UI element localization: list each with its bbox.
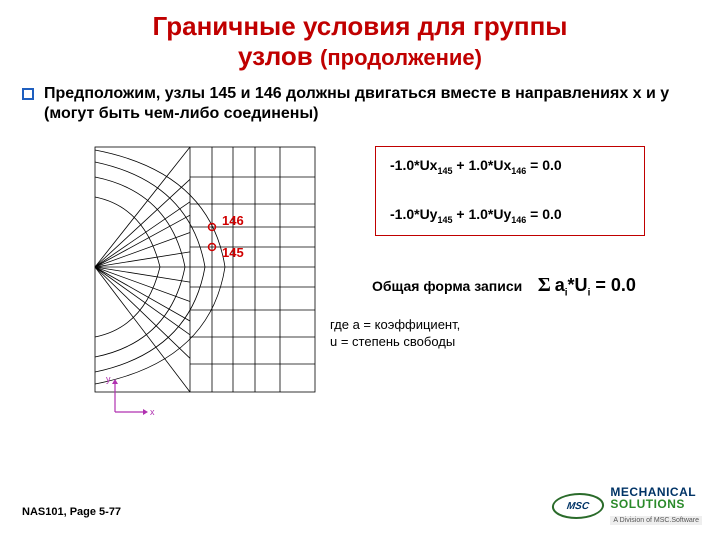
- definitions: где a = коэффициент, u = степень свободы: [330, 316, 460, 351]
- page-title: Граничные условия для группы узлов (прод…: [0, 0, 720, 72]
- bullet-text: Предположим, узлы 145 и 146 должны двига…: [44, 84, 690, 124]
- svg-text:x: x: [150, 407, 155, 417]
- page-footer: NAS101, Page 5-77: [22, 506, 121, 518]
- square-bullet-icon: [22, 88, 34, 100]
- def-line1: где a = коэффициент,: [330, 316, 460, 334]
- logo-line2: SOLUTIONS: [610, 498, 702, 510]
- general-label: Общая форма записи: [372, 278, 522, 294]
- sigma-symbol: Σ: [538, 274, 551, 296]
- equation-2: -1.0*Uy145 + 1.0*Uy146 = 0.0: [390, 206, 630, 225]
- title-line1: Граничные условия для группы: [152, 11, 567, 41]
- title-line2-main: узлов: [238, 41, 313, 71]
- general-form: Общая форма записи Σ ai*Ui = 0.0: [372, 274, 636, 299]
- logo-oval-icon: MSC: [551, 493, 607, 519]
- bullet-row: Предположим, узлы 145 и 146 должны двига…: [0, 72, 720, 124]
- def-line2: u = степень свободы: [330, 333, 460, 351]
- equation-box: -1.0*Ux145 + 1.0*Ux146 = 0.0 -1.0*Uy145 …: [375, 146, 645, 236]
- equation-1: -1.0*Ux145 + 1.0*Ux146 = 0.0: [390, 157, 630, 176]
- logo-line3: A Division of MSC.Software: [610, 516, 702, 525]
- node-label-146: 146: [222, 213, 244, 228]
- logo-text-block: MECHANICAL SOLUTIONS A Division of MSC.S…: [610, 486, 702, 526]
- svg-text:y: y: [106, 374, 111, 384]
- node-label-145: 145: [222, 245, 244, 260]
- company-logo: MSC MECHANICAL SOLUTIONS A Division of M…: [552, 486, 702, 526]
- mesh-diagram: xy: [90, 142, 320, 422]
- title-line2-paren: (продолжение): [320, 45, 482, 70]
- content-area: xy -1.0*Ux145 + 1.0*Ux146 = 0.0 -1.0*Uy1…: [0, 124, 720, 504]
